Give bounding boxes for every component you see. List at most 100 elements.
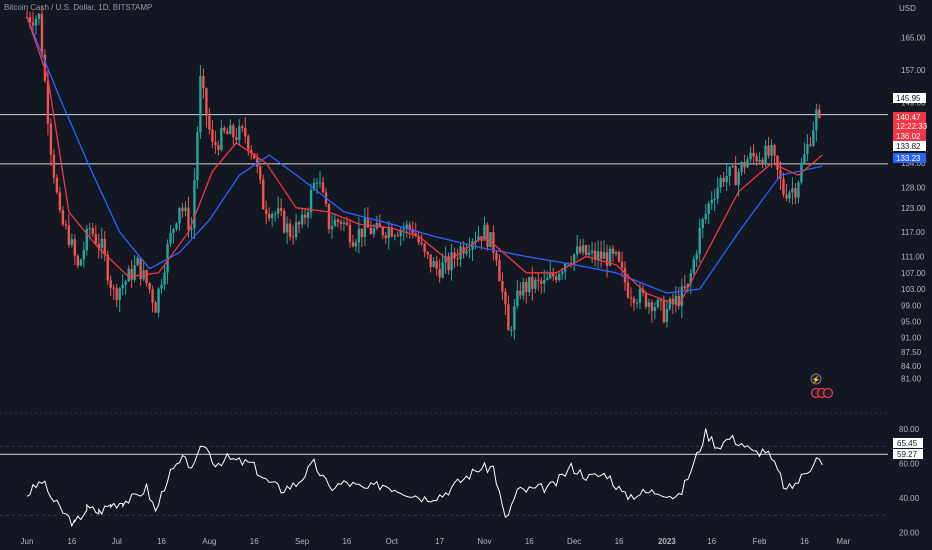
rsi-value-label: 65.45 <box>897 439 918 448</box>
candle-up <box>309 189 313 213</box>
candle-down <box>782 178 785 195</box>
candle-up <box>270 214 274 219</box>
candle-down <box>291 236 295 238</box>
moving-average-slow-line <box>26 16 823 294</box>
candle-up <box>133 265 136 280</box>
candle-down <box>794 188 797 198</box>
candle-down <box>205 88 208 116</box>
candle-up <box>118 288 121 301</box>
candle-up <box>602 252 606 259</box>
candle-up <box>638 288 642 303</box>
candle-down <box>659 299 663 301</box>
time-axis-tick: 16 <box>157 537 166 546</box>
candle-up <box>701 219 704 228</box>
candle-up <box>728 166 731 176</box>
candle-up <box>387 227 390 239</box>
candle-down <box>495 252 498 261</box>
candle-down <box>67 225 71 245</box>
price-label: 140.47 <box>896 113 921 122</box>
candle-down <box>103 238 106 255</box>
candle-down <box>31 22 35 26</box>
candle-down <box>73 239 77 256</box>
price-axis-tick: 117.00 <box>901 228 925 237</box>
candle-up <box>444 256 447 263</box>
candle-up <box>312 182 316 190</box>
candle-up <box>716 187 719 199</box>
candle-up <box>749 152 752 160</box>
currency-label: USD <box>899 4 916 13</box>
candle-down <box>611 248 615 254</box>
candle-down <box>348 224 352 243</box>
candle-down <box>61 210 65 225</box>
candle-down <box>519 290 522 296</box>
candle-up <box>405 224 408 229</box>
candle-up <box>561 271 564 274</box>
candle-down <box>250 149 253 154</box>
candle-down <box>818 109 821 118</box>
candle-down <box>181 207 184 212</box>
candle-up <box>558 273 561 280</box>
price-label-box <box>893 112 926 122</box>
candle-down <box>339 221 343 224</box>
time-axis-tick: Oct <box>386 537 399 546</box>
candle-up <box>689 273 692 284</box>
candle-down <box>429 254 432 268</box>
candle-up <box>178 207 181 224</box>
candle-down <box>752 152 755 157</box>
candle-up <box>543 279 546 284</box>
candle-down <box>259 166 262 180</box>
candle-up <box>399 229 402 236</box>
candle-down <box>683 286 686 289</box>
candle-down <box>620 261 624 268</box>
event-flag-icon <box>822 387 834 399</box>
candle-down <box>773 145 776 156</box>
time-axis-tick: 16 <box>342 537 351 546</box>
candle-up <box>713 198 716 200</box>
lightning-event-icon <box>810 373 822 385</box>
candle-down <box>241 126 244 129</box>
candle-up <box>516 290 519 307</box>
candle-down <box>232 125 235 137</box>
candle-down <box>91 228 94 235</box>
candle-down <box>214 141 217 146</box>
candle-down <box>552 273 555 277</box>
candle-up <box>477 236 480 241</box>
candle-down <box>151 289 154 303</box>
candle-up <box>70 239 74 245</box>
lightning-glyph: ⚡ <box>812 375 821 384</box>
candle-up <box>758 159 761 162</box>
candle-up <box>534 279 537 289</box>
price-axis-tick: 87.50 <box>901 348 922 357</box>
candle-down <box>632 298 636 304</box>
candle-down <box>327 203 331 230</box>
candle-up <box>238 126 241 141</box>
time-axis-tick: 16 <box>707 537 716 546</box>
candle-up <box>318 182 322 184</box>
candle-up <box>791 188 794 193</box>
candle-down <box>40 13 44 55</box>
candle-down <box>94 234 97 244</box>
candle-down <box>115 288 118 301</box>
price-label-box <box>893 141 926 151</box>
candle-down <box>411 228 414 234</box>
candle-down <box>540 280 543 284</box>
rsi-value-label-box <box>893 438 923 448</box>
candle-up <box>330 226 334 230</box>
time-axis-tick: 16 <box>615 537 624 546</box>
candle-down <box>279 208 283 211</box>
candle-down <box>755 156 758 162</box>
price-axis-tick: 134.00 <box>901 159 926 168</box>
candle-up <box>686 283 689 289</box>
candle-up <box>372 228 376 235</box>
candle-down <box>97 243 100 249</box>
candle-down <box>139 257 142 280</box>
candle-down <box>426 251 429 255</box>
candle-down <box>453 252 456 259</box>
candle-down <box>722 177 725 182</box>
candle-down <box>49 123 53 155</box>
candle-up <box>172 228 175 233</box>
candle-down <box>112 287 115 289</box>
candle-up <box>402 228 405 230</box>
price-axis-tick: 84.00 <box>901 362 922 371</box>
